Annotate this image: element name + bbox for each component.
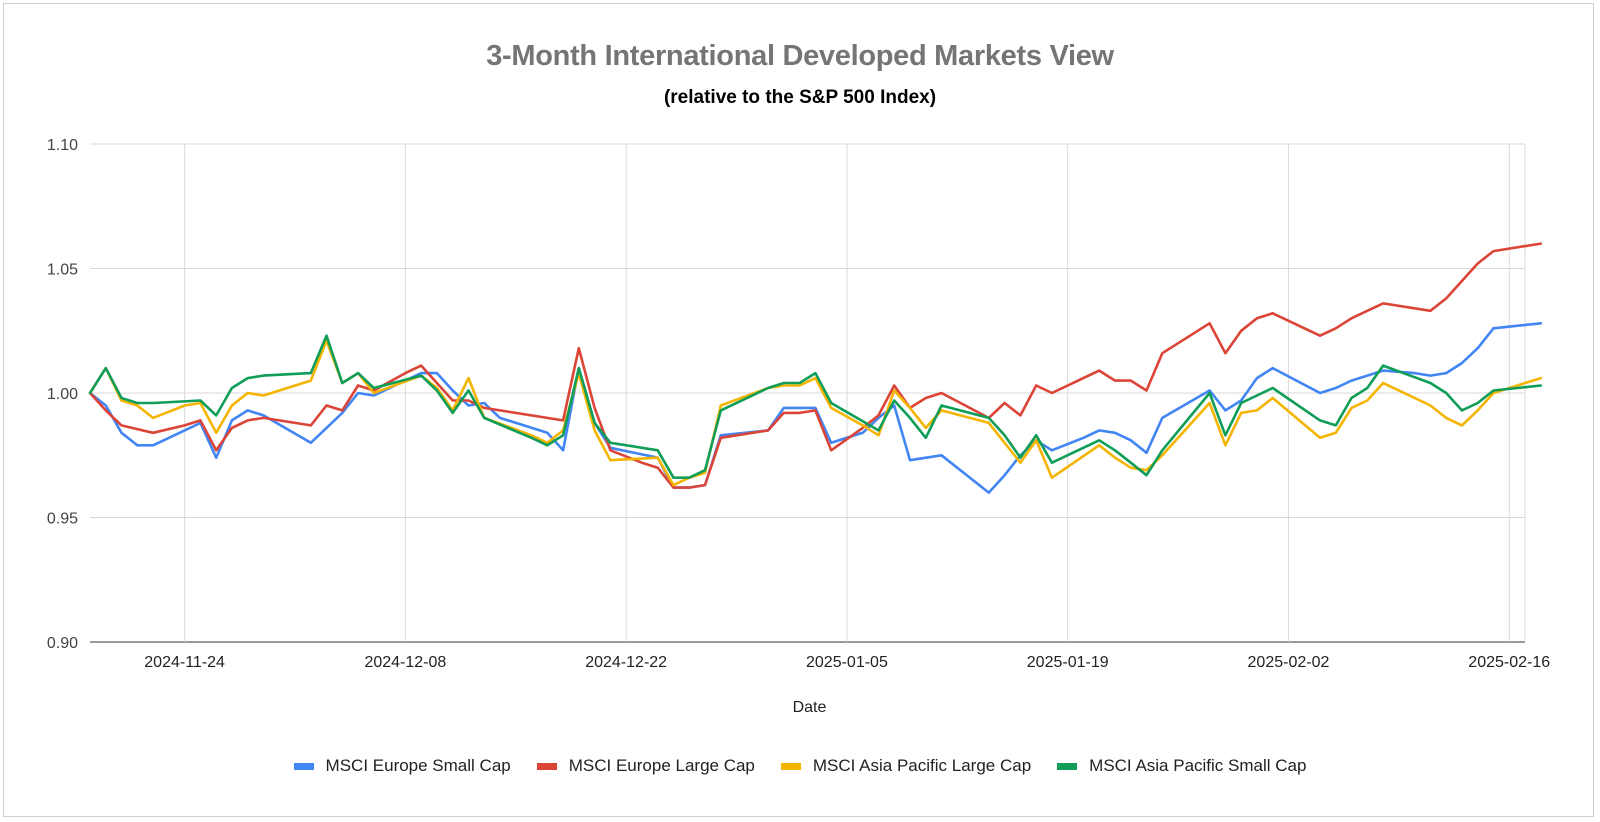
y-tick-label: 1.10: [47, 137, 78, 154]
y-tick-label: 0.95: [47, 511, 78, 528]
grid-lines: [90, 143, 1526, 643]
x-tick-label: 2024-11-24: [144, 654, 225, 671]
x-axis-label: Date: [793, 699, 827, 716]
series-line-msci-asia-pacific-small-cap: [88, 334, 1543, 480]
y-tick-label: 1.05: [47, 262, 78, 279]
series-lines: [88, 242, 1543, 494]
y-tick-label: 1.00: [47, 386, 78, 403]
legend-swatch: [780, 762, 801, 770]
y-tick-label: 0.90: [47, 635, 78, 652]
series-line-msci-europe-large-cap: [88, 242, 1543, 489]
legend: MSCI Europe Small Cap MSCI Europe Large C…: [0, 756, 1600, 776]
x-tick-label: 2025-02-02: [1248, 654, 1330, 671]
legend-label: MSCI Asia Pacific Small Cap: [1089, 756, 1307, 775]
legend-label: MSCI Europe Small Cap: [325, 756, 511, 775]
legend-item[interactable]: MSCI Europe Large Cap: [536, 756, 755, 776]
legend-item[interactable]: MSCI Asia Pacific Large Cap: [780, 756, 1032, 776]
chart-title: 3-Month International Developed Markets …: [486, 40, 1114, 72]
x-tick-label: 2024-12-22: [585, 654, 667, 671]
legend-swatch: [1057, 762, 1078, 770]
chart-frame: [3, 3, 1594, 817]
x-tick-label: 2024-12-08: [364, 654, 446, 671]
x-tick-label: 2025-01-19: [1027, 654, 1109, 671]
chart-subtitle: (relative to the S&P 500 Index): [663, 87, 937, 108]
legend-item[interactable]: MSCI Europe Small Cap: [293, 756, 511, 776]
legend-label: MSCI Europe Large Cap: [568, 756, 755, 775]
legend-label: MSCI Asia Pacific Large Cap: [812, 756, 1032, 775]
legend-swatch: [536, 762, 557, 770]
x-tick-label: 2025-02-16: [1468, 654, 1550, 671]
series-line-msci-europe-small-cap: [88, 321, 1543, 494]
legend-swatch: [293, 762, 314, 770]
series-line-msci-asia-pacific-large-cap: [88, 339, 1543, 487]
x-axis-ticks: 2024-11-24 2024-12-08 2024-12-22 2025-01-05…: [144, 654, 1550, 671]
y-axis-ticks: 1.10 1.05 1.00 0.95 0.90: [47, 137, 78, 652]
legend-item[interactable]: MSCI Asia Pacific Small Cap: [1057, 756, 1306, 776]
x-tick-label: 2025-01-05: [806, 654, 888, 671]
